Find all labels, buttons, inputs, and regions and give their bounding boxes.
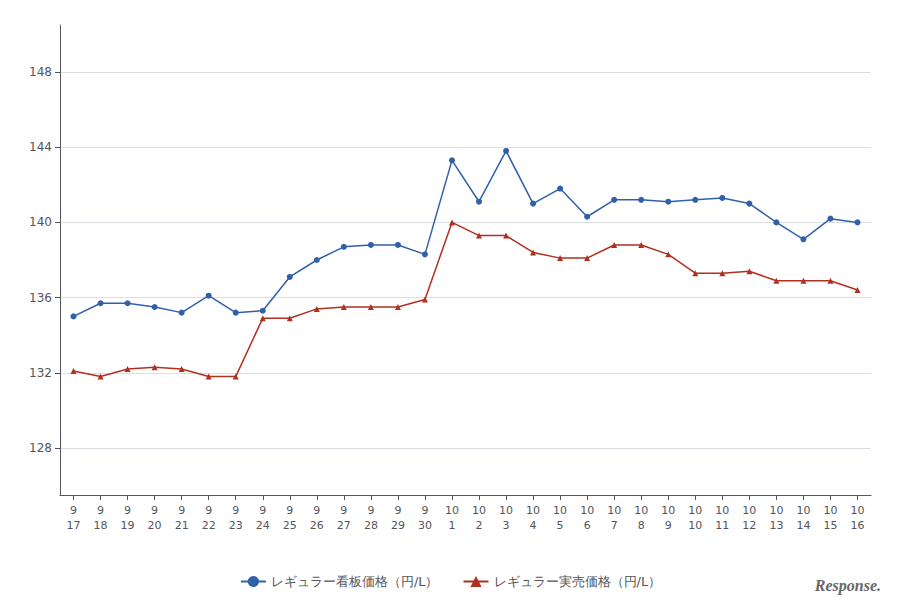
svg-text:148: 148	[29, 65, 52, 79]
svg-text:30: 30	[418, 519, 432, 532]
svg-text:6: 6	[584, 519, 591, 532]
svg-text:5: 5	[557, 519, 564, 532]
svg-text:10: 10	[634, 504, 648, 517]
svg-text:レギュラー実売価格（円/L）: レギュラー実売価格（円/L）	[494, 574, 662, 589]
svg-text:29: 29	[391, 519, 405, 532]
svg-text:23: 23	[229, 519, 243, 532]
svg-text:13: 13	[769, 519, 783, 532]
svg-text:10: 10	[850, 504, 864, 517]
svg-text:10: 10	[688, 504, 702, 517]
svg-text:128: 128	[29, 441, 52, 455]
svg-text:2: 2	[476, 519, 483, 532]
svg-text:144: 144	[29, 140, 52, 154]
svg-text:11: 11	[715, 519, 729, 532]
svg-text:10: 10	[688, 519, 702, 532]
svg-text:9: 9	[367, 504, 374, 517]
svg-text:10: 10	[607, 504, 621, 517]
svg-text:Response.: Response.	[814, 577, 881, 595]
svg-text:9: 9	[151, 504, 158, 517]
svg-text:24: 24	[256, 519, 270, 532]
svg-text:9: 9	[124, 504, 131, 517]
svg-text:9: 9	[340, 504, 347, 517]
svg-text:27: 27	[337, 519, 351, 532]
svg-text:28: 28	[364, 519, 378, 532]
svg-text:10: 10	[499, 504, 513, 517]
svg-text:21: 21	[175, 519, 189, 532]
svg-text:9: 9	[259, 504, 266, 517]
svg-text:12: 12	[742, 519, 756, 532]
svg-text:9: 9	[97, 504, 104, 517]
svg-text:9: 9	[70, 504, 77, 517]
svg-text:140: 140	[29, 215, 52, 229]
svg-text:9: 9	[421, 504, 428, 517]
svg-text:9: 9	[665, 519, 672, 532]
svg-text:9: 9	[313, 504, 320, 517]
svg-text:10: 10	[472, 504, 486, 517]
svg-text:9: 9	[205, 504, 212, 517]
svg-text:9: 9	[286, 504, 293, 517]
svg-text:7: 7	[611, 519, 618, 532]
svg-text:132: 132	[29, 366, 52, 380]
svg-text:10: 10	[553, 504, 567, 517]
svg-text:10: 10	[796, 504, 810, 517]
svg-text:26: 26	[310, 519, 324, 532]
svg-text:15: 15	[823, 519, 837, 532]
svg-text:136: 136	[29, 291, 52, 305]
svg-text:10: 10	[769, 504, 783, 517]
svg-text:10: 10	[661, 504, 675, 517]
svg-text:10: 10	[823, 504, 837, 517]
svg-text:10: 10	[445, 504, 459, 517]
svg-text:19: 19	[121, 519, 135, 532]
svg-text:10: 10	[742, 504, 756, 517]
svg-text:9: 9	[232, 504, 239, 517]
svg-text:18: 18	[94, 519, 108, 532]
svg-text:25: 25	[283, 519, 297, 532]
svg-text:16: 16	[850, 519, 864, 532]
svg-text:3: 3	[503, 519, 510, 532]
svg-text:22: 22	[202, 519, 216, 532]
svg-text:10: 10	[715, 504, 729, 517]
svg-text:17: 17	[67, 519, 81, 532]
svg-text:20: 20	[148, 519, 162, 532]
svg-text:10: 10	[526, 504, 540, 517]
svg-text:9: 9	[394, 504, 401, 517]
svg-text:4: 4	[530, 519, 537, 532]
svg-text:レギュラー看板価格（円/L）: レギュラー看板価格（円/L）	[271, 574, 439, 589]
svg-text:8: 8	[638, 519, 645, 532]
svg-text:10: 10	[580, 504, 594, 517]
svg-text:1: 1	[448, 519, 455, 532]
svg-text:9: 9	[178, 504, 185, 517]
svg-text:14: 14	[796, 519, 810, 532]
